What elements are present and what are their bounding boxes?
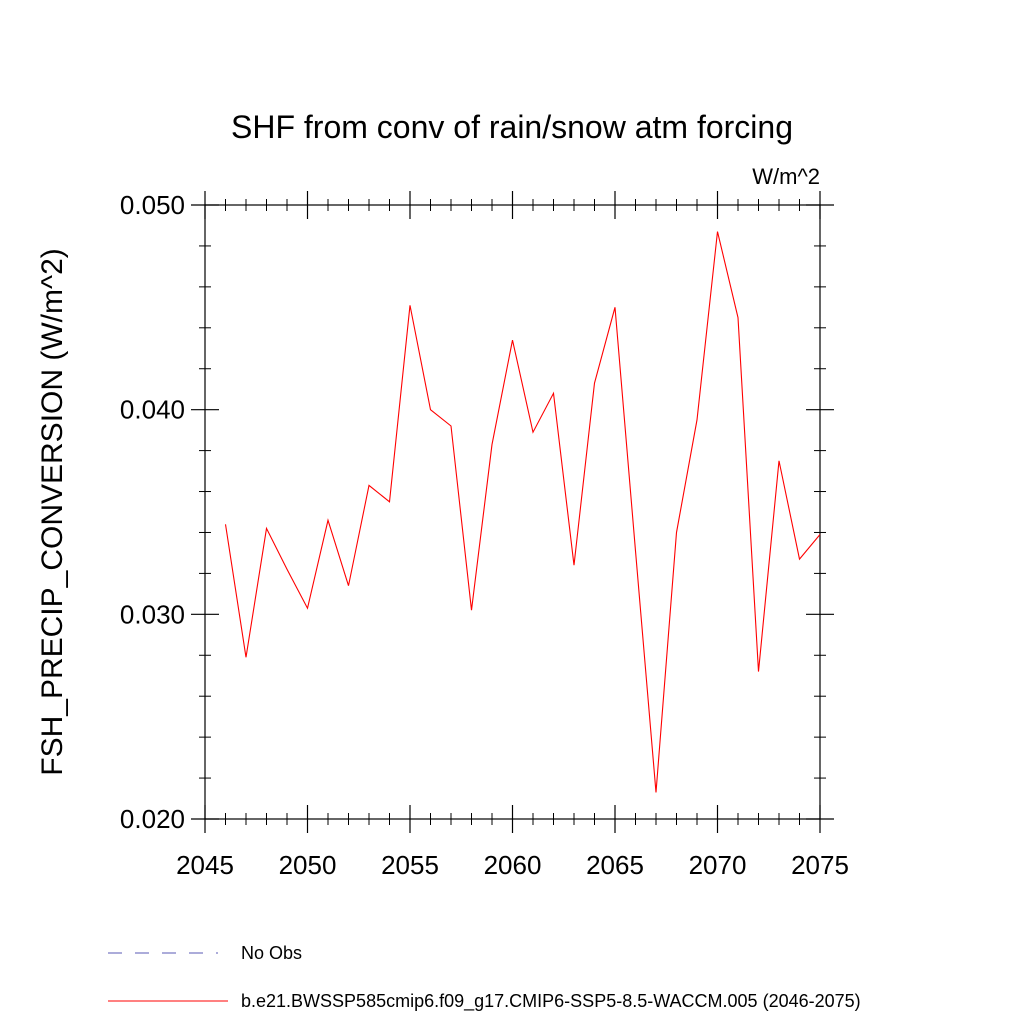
- x-tick-label: 2050: [279, 850, 337, 880]
- major-ticks: [191, 191, 834, 833]
- x-tick-label: 2045: [176, 850, 234, 880]
- y-tick-label: 0.040: [120, 395, 185, 425]
- x-tick-labels: 2045 2050 2055 2060 2065 2070 2075: [176, 850, 849, 880]
- y-axis-label: FSH_PRECIP_CONVERSION (W/m^2): [36, 248, 69, 775]
- y-tick-label: 0.030: [120, 599, 185, 629]
- units-label: W/m^2: [752, 164, 820, 189]
- x-tick-label: 2070: [689, 850, 747, 880]
- legend: No Obs b.e21.BWSSP585cmip6.f09_g17.CMIP6…: [108, 943, 861, 1012]
- legend-label-model: b.e21.BWSSP585cmip6.f09_g17.CMIP6-SSP5-8…: [241, 991, 861, 1012]
- x-tick-label: 2060: [484, 850, 542, 880]
- y-tick-label: 0.020: [120, 804, 185, 834]
- plot-frame: [204, 204, 821, 820]
- series-layer: [224, 231, 821, 793]
- x-tick-label: 2065: [586, 850, 644, 880]
- chart-title: SHF from conv of rain/snow atm forcing: [231, 109, 793, 145]
- x-tick-label: 2055: [381, 850, 439, 880]
- y-tick-labels: 0.020 0.030 0.040 0.050: [120, 190, 185, 834]
- y-tick-label: 0.050: [120, 190, 185, 220]
- series-line: [224, 231, 821, 793]
- legend-label-no-obs: No Obs: [241, 943, 302, 963]
- minor-ticks: [199, 199, 826, 825]
- x-tick-label: 2075: [791, 850, 849, 880]
